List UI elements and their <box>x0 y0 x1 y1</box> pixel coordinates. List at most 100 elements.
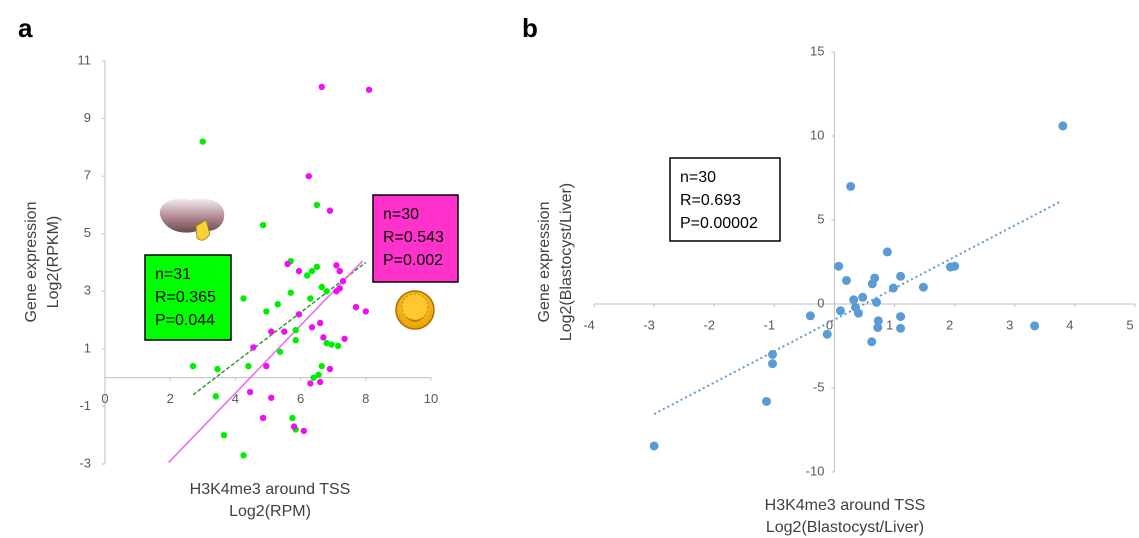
data-point <box>768 359 778 369</box>
data-point <box>220 432 228 439</box>
data-point <box>1058 121 1068 131</box>
annotation-text: P=0.044 <box>155 312 215 329</box>
x-axis-title: H3K4me3 around TSS <box>765 497 926 514</box>
x-tick-label: 0 <box>826 317 833 332</box>
data-point <box>295 311 303 318</box>
data-point <box>365 86 373 93</box>
x-tick-label: -4 <box>583 317 595 332</box>
data-point <box>214 365 221 373</box>
x-tick-label: 3 <box>1006 317 1013 332</box>
x-tick-label: 2 <box>167 391 174 406</box>
data-point <box>805 311 815 321</box>
x-tick-label: 4 <box>232 391 239 406</box>
data-point <box>318 362 325 370</box>
data-point <box>858 292 868 302</box>
x-tick-label: -3 <box>643 317 655 332</box>
x-tick-label: 5 <box>1126 317 1133 332</box>
data-point <box>873 316 883 326</box>
data-point <box>259 221 267 229</box>
annotation-text: n=31 <box>155 266 191 283</box>
blastocyst-icon <box>395 290 435 330</box>
y-axis-title: Log2(Blastocyst/Liver) <box>558 183 575 341</box>
data-point <box>873 323 883 333</box>
data-point <box>313 263 321 271</box>
data-point <box>822 329 832 339</box>
data-point <box>295 267 303 275</box>
x-tick-label: 2 <box>946 317 953 332</box>
data-point <box>292 337 299 344</box>
data-point <box>849 295 859 305</box>
x-tick-label: 0 <box>101 391 108 406</box>
data-point <box>834 261 844 271</box>
y-tick-label: 7 <box>84 168 91 183</box>
data-point <box>259 414 267 422</box>
x-tick-label: 1 <box>886 317 893 332</box>
data-point <box>263 308 270 315</box>
data-point <box>284 260 291 268</box>
trendline <box>192 261 367 396</box>
annotation-text: n=30 <box>680 169 716 186</box>
y-tick-label: 11 <box>78 52 92 67</box>
y-tick-label: 3 <box>84 283 91 298</box>
data-point <box>281 328 288 335</box>
annotation-text: P=0.00002 <box>680 215 758 232</box>
data-point <box>250 344 257 351</box>
data-point <box>245 362 252 370</box>
data-point <box>362 308 369 315</box>
data-point <box>268 328 275 335</box>
x-tick-label: 4 <box>1066 317 1073 332</box>
data-point <box>268 394 275 401</box>
data-point <box>263 362 270 370</box>
data-point <box>326 365 334 373</box>
annotation-box <box>144 254 232 341</box>
data-point <box>896 271 906 281</box>
trendline <box>168 260 364 464</box>
x-tick-label: -1 <box>764 317 776 332</box>
data-point <box>896 323 906 333</box>
data-point <box>320 334 327 341</box>
data-point <box>292 326 299 334</box>
data-point <box>328 341 335 348</box>
y-axis-title: Log2(RPKM) <box>45 216 62 308</box>
data-point <box>341 335 348 342</box>
data-point <box>853 308 863 318</box>
data-point <box>315 371 322 378</box>
data-point <box>872 297 882 307</box>
annotation-text: P=0.002 <box>383 252 443 269</box>
data-point <box>300 427 308 435</box>
y-tick-label: 10 <box>810 127 824 142</box>
data-point <box>307 295 314 302</box>
y-tick-label: -3 <box>79 455 91 470</box>
data-point <box>305 172 312 180</box>
y-tick-label: 9 <box>84 110 91 125</box>
y-tick-label: 5 <box>817 211 824 226</box>
data-point <box>1030 321 1040 331</box>
annotation-text: R=0.543 <box>383 229 444 246</box>
data-point <box>762 396 772 406</box>
data-point <box>841 275 851 285</box>
data-point <box>339 278 347 285</box>
data-point <box>882 247 892 257</box>
data-point <box>649 441 659 451</box>
data-point <box>316 378 324 386</box>
data-point <box>888 283 898 293</box>
data-point <box>310 374 317 381</box>
data-point <box>846 181 856 191</box>
y-tick-label: -10 <box>806 463 825 478</box>
data-point <box>287 289 295 296</box>
data-point <box>240 452 247 459</box>
data-point <box>867 337 877 347</box>
data-point <box>352 303 360 311</box>
data-point <box>212 393 220 400</box>
panel-label: b <box>522 13 538 43</box>
data-point <box>313 201 321 209</box>
data-point <box>336 285 343 292</box>
annotation-box <box>669 157 781 242</box>
data-point <box>867 279 877 289</box>
x-axis-title: Log2(RPM) <box>229 503 311 520</box>
data-point <box>323 288 330 295</box>
x-tick-label: 10 <box>424 391 438 406</box>
data-point <box>918 282 928 292</box>
data-point <box>896 312 906 322</box>
